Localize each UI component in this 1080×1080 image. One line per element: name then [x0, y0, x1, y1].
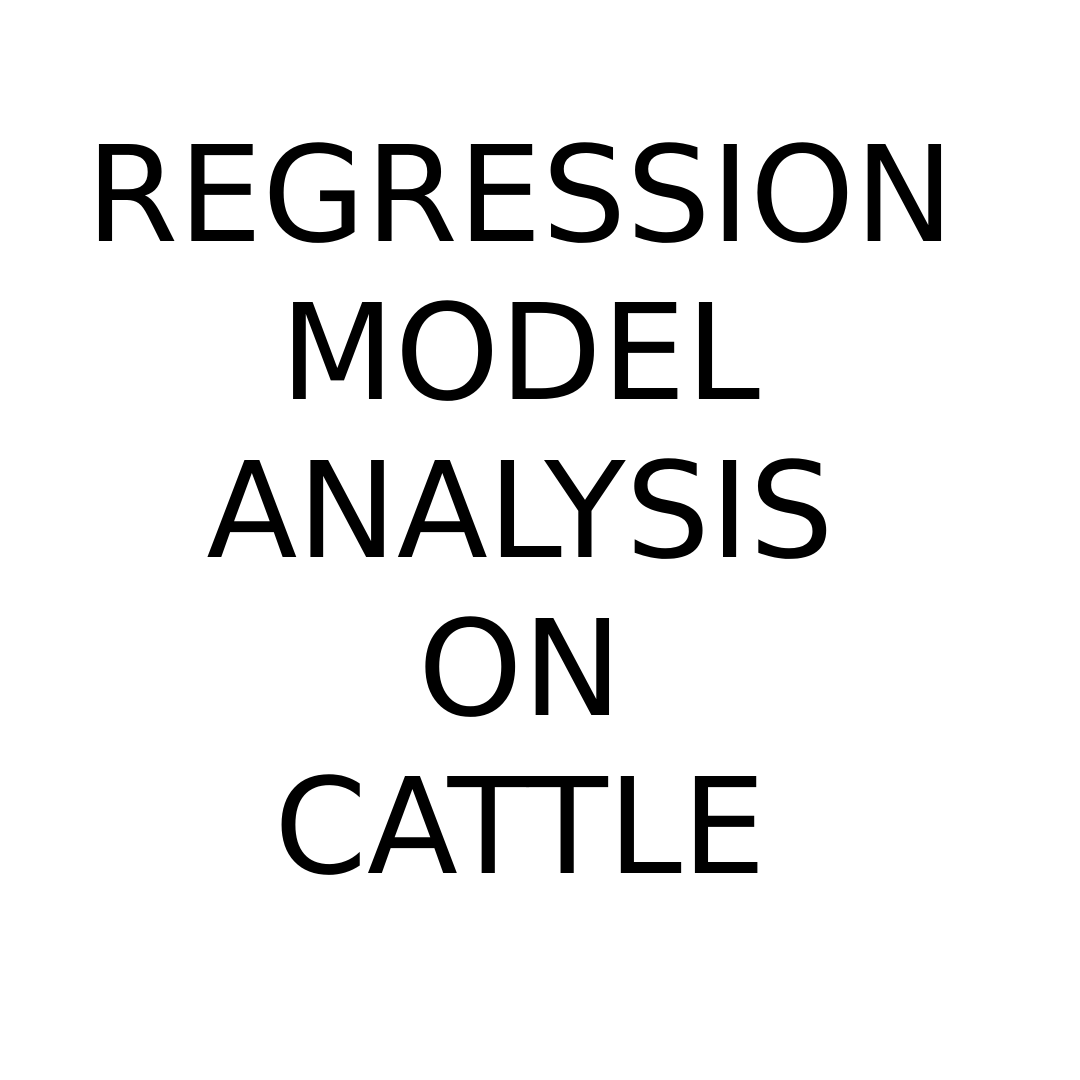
title-line-5: CATTLE — [274, 751, 766, 905]
title-line-1: REGRESSION — [85, 119, 955, 273]
title-line-3: ANALYSIS — [206, 435, 834, 589]
title-line-2: MODEL — [280, 277, 760, 431]
title-line-4: ON — [417, 593, 623, 747]
